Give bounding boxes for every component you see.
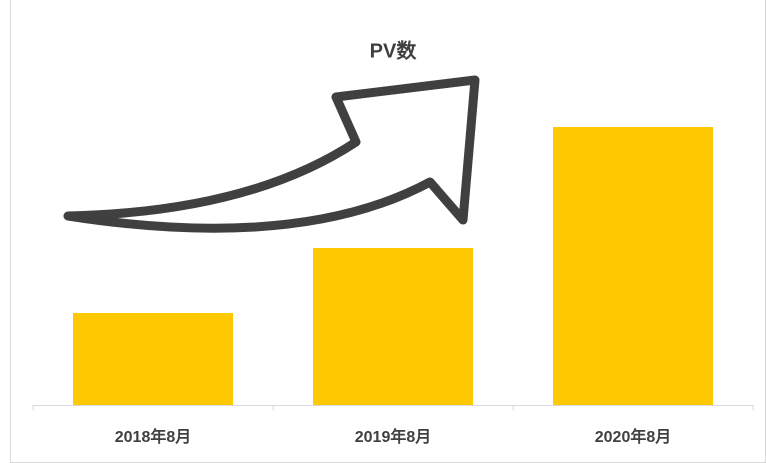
- chart-title: PV数: [370, 38, 418, 62]
- bar: [73, 313, 233, 405]
- x-tick-label: 2020年8月: [595, 427, 672, 446]
- x-tick-label: 2018年8月: [115, 427, 192, 446]
- arrow-decoration: [63, 75, 480, 233]
- bar: [313, 248, 473, 405]
- bar: [553, 127, 713, 405]
- x-tick-label: 2019年8月: [355, 427, 432, 446]
